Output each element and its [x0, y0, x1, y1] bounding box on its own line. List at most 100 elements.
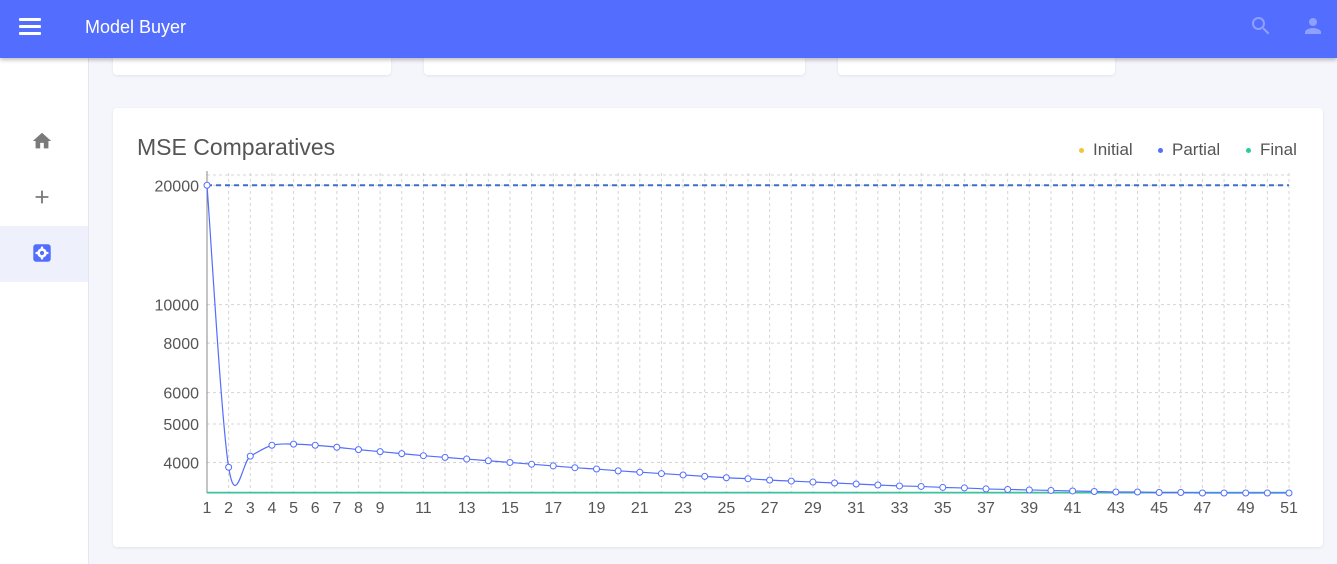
x-tick-label: 8 — [354, 500, 363, 517]
x-tick-label: 3 — [246, 500, 255, 517]
y-tick-label: 20000 — [155, 178, 200, 195]
data-point-partial — [1069, 487, 1077, 495]
x-tick-label: 25 — [717, 500, 735, 517]
legend-item-final[interactable]: Final — [1246, 140, 1297, 160]
x-tick-label: 43 — [1107, 500, 1125, 517]
x-tick-label: 49 — [1237, 500, 1255, 517]
data-point-partial — [809, 478, 817, 486]
y-tick-label: 5000 — [163, 417, 199, 434]
data-point-partial — [463, 455, 471, 463]
data-point-partial — [1004, 485, 1012, 493]
data-point-partial — [960, 484, 968, 492]
legend-dot — [1079, 147, 1084, 153]
legend-label: Partial — [1172, 140, 1221, 159]
x-tick-label: 23 — [674, 500, 692, 517]
data-point-partial — [593, 465, 601, 473]
data-point-partial — [333, 443, 341, 451]
data-point-partial — [939, 483, 947, 491]
data-point-partial — [636, 468, 644, 476]
data-point-partial — [441, 453, 449, 461]
menu-icon — [19, 18, 41, 21]
settings-icon — [33, 244, 51, 262]
data-point-partial — [831, 479, 839, 487]
x-tick-label: 2 — [224, 500, 233, 517]
nav-settings[interactable] — [0, 226, 88, 282]
x-tick-label: 5 — [289, 500, 298, 517]
data-point-partial — [290, 440, 298, 448]
data-point-partial — [1198, 489, 1206, 497]
data-point-partial — [917, 482, 925, 490]
x-tick-label: 13 — [458, 500, 476, 517]
y-tick-label: 4000 — [163, 455, 199, 472]
nav-add[interactable] — [0, 170, 88, 226]
data-point-partial — [1134, 488, 1142, 496]
data-point-partial — [1025, 486, 1033, 494]
x-tick-label: 31 — [847, 500, 865, 517]
data-point-partial — [744, 475, 752, 483]
legend-dot — [1158, 147, 1163, 153]
legend-dot — [1246, 147, 1251, 153]
data-point-partial — [203, 181, 211, 189]
x-tick-label: 41 — [1064, 500, 1082, 517]
data-point-partial — [549, 462, 557, 470]
data-point-partial — [787, 477, 795, 485]
data-point-partial — [852, 480, 860, 488]
data-point-partial — [225, 463, 233, 471]
y-tick-label: 10000 — [155, 298, 200, 315]
x-tick-label: 47 — [1194, 500, 1212, 517]
sidebar — [0, 58, 89, 564]
y-tick-label: 8000 — [163, 336, 199, 353]
legend-item-partial[interactable]: Partial — [1158, 140, 1220, 160]
data-point-partial — [354, 446, 362, 454]
x-tick-label: 4 — [267, 500, 276, 517]
x-tick-label: 1 — [203, 500, 212, 517]
data-point-partial — [376, 448, 384, 456]
x-tick-label: 51 — [1280, 500, 1298, 517]
data-point-partial — [268, 441, 276, 449]
data-point-partial — [506, 458, 514, 466]
x-tick-label: 19 — [588, 500, 606, 517]
chart-title: MSE Comparatives — [137, 134, 336, 160]
legend-item-initial[interactable]: Initial — [1079, 140, 1133, 160]
x-tick-label: 37 — [977, 500, 995, 517]
data-point-partial — [1220, 489, 1228, 497]
data-point-partial — [722, 474, 730, 482]
series-line-partial — [206, 185, 1289, 494]
app-bar: Model Buyer — [0, 0, 1337, 58]
menu-button[interactable] — [19, 17, 43, 37]
account-button[interactable] — [1301, 14, 1325, 38]
data-point-partial — [1177, 488, 1185, 496]
data-point-partial — [657, 470, 665, 478]
data-point-partial — [1242, 489, 1250, 497]
data-point-partial — [895, 482, 903, 490]
data-point-partial — [1047, 486, 1055, 494]
account-icon — [1305, 18, 1321, 34]
nav-home[interactable] — [0, 114, 88, 170]
x-tick-label: 6 — [311, 500, 320, 517]
data-point-partial — [874, 481, 882, 489]
data-point-partial — [1112, 488, 1120, 496]
data-point-partial — [398, 450, 406, 458]
data-point-partial — [766, 476, 774, 484]
x-tick-label: 15 — [501, 500, 519, 517]
search-icon — [1252, 17, 1270, 35]
data-point-partial — [419, 452, 427, 460]
data-point-partial — [982, 485, 990, 493]
x-tick-label: 21 — [631, 500, 649, 517]
app-title: Model Buyer — [85, 17, 187, 37]
search-button[interactable] — [1249, 14, 1273, 38]
data-point-partial — [1285, 489, 1293, 497]
add-icon — [35, 190, 49, 204]
data-point-partial — [528, 460, 536, 468]
home-icon — [32, 132, 52, 149]
x-tick-label: 39 — [1020, 500, 1038, 517]
data-point-partial — [614, 467, 622, 475]
data-point-partial — [311, 441, 319, 449]
legend-label: Initial — [1093, 140, 1133, 159]
x-tick-label: 29 — [804, 500, 822, 517]
x-tick-label: 35 — [934, 500, 952, 517]
data-point-partial — [571, 464, 579, 472]
x-tick-label: 27 — [761, 500, 779, 517]
x-tick-label: 9 — [376, 500, 385, 517]
x-tick-label: 7 — [332, 500, 341, 517]
